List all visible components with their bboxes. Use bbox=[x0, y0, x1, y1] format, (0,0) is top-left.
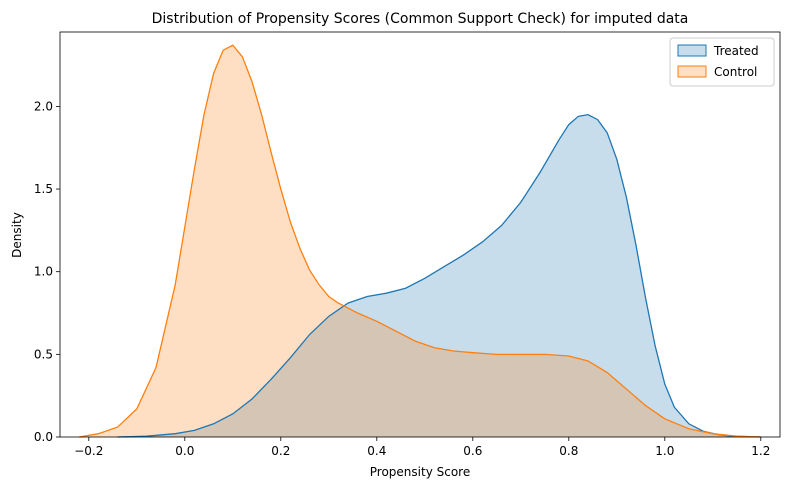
x-tick-label: −0.2 bbox=[74, 444, 103, 458]
chart-title: Distribution of Propensity Scores (Commo… bbox=[152, 11, 689, 27]
legend: Treated Control bbox=[669, 37, 775, 87]
series-fills bbox=[79, 45, 761, 438]
y-axis-ticks: 0.0 0.5 1.0 1.5 2.0 bbox=[34, 99, 60, 444]
y-tick-label: 0.5 bbox=[34, 347, 53, 361]
control-density-line bbox=[79, 44, 761, 438]
control-legend-swatch bbox=[677, 65, 707, 78]
y-tick-label: 1.0 bbox=[34, 265, 53, 279]
y-axis-label: Density bbox=[10, 212, 24, 258]
control-legend-label: Control bbox=[714, 65, 757, 79]
control-density-area bbox=[79, 45, 761, 437]
plot-area-frame bbox=[59, 31, 781, 438]
treated-density-line bbox=[117, 113, 761, 438]
treated-legend-swatch bbox=[677, 44, 707, 57]
x-tick-label: 0.6 bbox=[463, 444, 482, 458]
y-tick-label: 1.5 bbox=[34, 182, 53, 196]
x-tick-label: 0.4 bbox=[367, 444, 386, 458]
x-tick-label: 1.2 bbox=[751, 444, 770, 458]
y-tick-label: 2.0 bbox=[34, 99, 53, 113]
x-tick-label: 0.2 bbox=[271, 444, 290, 458]
treated-density-area bbox=[117, 114, 761, 438]
legend-box bbox=[669, 37, 775, 87]
x-axis-ticks: −0.2 0.0 0.2 0.4 0.6 0.8 1.0 1.2 bbox=[74, 437, 770, 458]
treated-legend-label: Treated bbox=[713, 44, 759, 58]
x-tick-label: 0.8 bbox=[559, 444, 578, 458]
y-tick-label: 0.0 bbox=[34, 430, 53, 444]
x-tick-label: 1.0 bbox=[655, 444, 674, 458]
series-lines bbox=[79, 44, 761, 438]
x-tick-label: 0.0 bbox=[175, 444, 194, 458]
x-axis-label: Propensity Score bbox=[370, 465, 470, 479]
